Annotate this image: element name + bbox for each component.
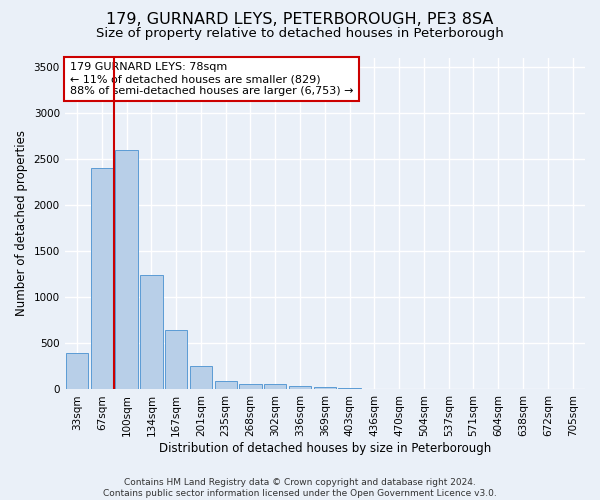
Y-axis label: Number of detached properties: Number of detached properties <box>15 130 28 316</box>
Text: 179, GURNARD LEYS, PETERBOROUGH, PE3 8SA: 179, GURNARD LEYS, PETERBOROUGH, PE3 8SA <box>106 12 494 28</box>
Bar <box>239 384 262 390</box>
Bar <box>190 366 212 390</box>
Bar <box>115 150 138 390</box>
Bar <box>314 386 336 390</box>
Bar <box>264 384 286 390</box>
Bar <box>165 330 187 390</box>
Bar <box>140 275 163 390</box>
Bar <box>289 386 311 390</box>
X-axis label: Distribution of detached houses by size in Peterborough: Distribution of detached houses by size … <box>159 442 491 455</box>
Bar <box>338 388 361 390</box>
Text: Contains HM Land Registry data © Crown copyright and database right 2024.
Contai: Contains HM Land Registry data © Crown c… <box>103 478 497 498</box>
Bar <box>363 388 386 390</box>
Text: Size of property relative to detached houses in Peterborough: Size of property relative to detached ho… <box>96 28 504 40</box>
Bar <box>66 354 88 390</box>
Bar <box>215 380 237 390</box>
Text: 179 GURNARD LEYS: 78sqm
← 11% of detached houses are smaller (829)
88% of semi-d: 179 GURNARD LEYS: 78sqm ← 11% of detache… <box>70 62 353 96</box>
Bar <box>91 168 113 390</box>
